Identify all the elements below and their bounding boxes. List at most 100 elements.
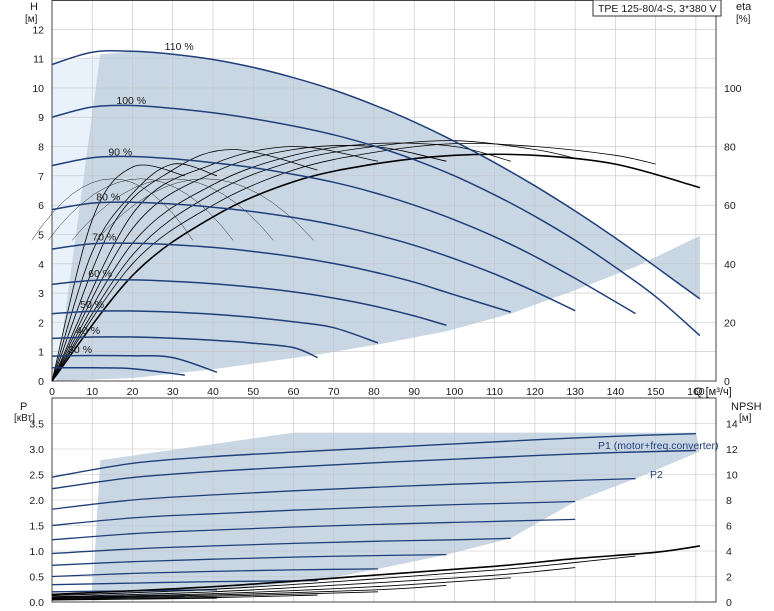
y-tick-label-h: 7: [38, 171, 44, 183]
efficiency-curve: [51, 142, 656, 382]
x-tick-label: 30: [167, 386, 179, 398]
head-curve: [51, 354, 218, 373]
head-curve: [51, 155, 636, 315]
y-tick-label-h: 0: [38, 376, 44, 388]
iso-efficiency-arc: [31, 178, 194, 241]
y-axis-unit-p: [кВт]: [14, 413, 35, 424]
y-axis-right-unit-npsh: [м]: [739, 413, 752, 424]
y-tick-label-h: 11: [33, 54, 44, 66]
y-axis-right-unit-eta: [%]: [736, 14, 751, 25]
y-right-tick-label-npsh: 8: [726, 495, 732, 507]
power-curve: [51, 500, 576, 527]
efficiency-curve: [51, 163, 218, 382]
speed-label: 70 %: [92, 231, 116, 243]
x-tick-label: 110: [486, 386, 503, 398]
efficiency-curve: [51, 164, 185, 382]
y-tick-label-h: 12: [32, 24, 44, 36]
plot-frame-bottom: [51, 397, 717, 603]
speed-label: 50 %: [80, 299, 104, 311]
y-tick-label-p: 0.5: [29, 572, 44, 584]
x-axis-label-q: Q [м³/ч]: [694, 386, 732, 398]
x-tick-label: 120: [526, 386, 544, 398]
power-curve: [51, 579, 318, 586]
series-label-p2: P2: [650, 469, 663, 481]
speed-label: 40 %: [76, 325, 100, 337]
npsh-curve: [51, 567, 576, 598]
npsh-curve: [51, 577, 511, 598]
curve-layer: 110 % 100 % 90 % 80 % 70 % 60 % 50 % 40 % 30 %: [31, 41, 701, 601]
y-right-tick-label-eta: 100: [724, 83, 742, 95]
y-right-tick-label-npsh: 0: [726, 597, 732, 609]
y-right-tick-label-eta: 80: [724, 142, 736, 154]
y-tick-label-h: 6: [38, 200, 44, 212]
iso-efficiency-arc: [71, 178, 274, 241]
y-right-tick-label-npsh: 4: [726, 546, 732, 558]
head-curve: [51, 50, 701, 300]
y-right-tick-label-npsh: 14: [726, 419, 738, 431]
head-curve: [51, 242, 512, 313]
npsh-curve: [51, 597, 218, 601]
y-tick-label-p: 3.0: [29, 444, 44, 456]
speed-label: 60 %: [88, 268, 112, 280]
x-tick-label: 10: [86, 386, 98, 398]
power-curve: [51, 537, 511, 555]
x-tick-label: 150: [647, 386, 665, 398]
power-curve: [51, 553, 447, 566]
y-right-tick-label-eta: 0: [724, 376, 730, 388]
iso-efficiency-arc: [47, 178, 234, 241]
y-right-tick-label-npsh: 6: [726, 521, 732, 533]
npsh-curve: [51, 555, 636, 597]
y-right-tick-label-npsh: 2: [726, 572, 732, 584]
head-curve: [51, 367, 185, 376]
y-axis-unit-h: [м]: [25, 14, 38, 25]
y-tick-label-p: 3.5: [29, 419, 44, 431]
x-tick-label: 40: [207, 386, 219, 398]
y-right-tick-label-eta: 20: [724, 317, 736, 329]
head-curve: [51, 104, 701, 337]
speed-label: 110 %: [165, 41, 194, 53]
x-tick-label: 100: [446, 386, 464, 398]
operating-region-light: [52, 54, 101, 381]
x-tick-label: 60: [288, 386, 300, 398]
y-right-tick-label-eta: 60: [724, 200, 736, 212]
y-tick-label-h: 1: [38, 347, 44, 359]
y-axis-label-h: H: [30, 1, 38, 13]
y-tick-label-p: 0.0: [29, 597, 44, 609]
y-tick-label-h: 10: [32, 83, 44, 95]
head-curve: [51, 279, 447, 327]
operating-region-envelope: [56, 51, 700, 382]
power-curve: [51, 477, 636, 510]
y-right-tick-label-npsh: 10: [726, 470, 738, 482]
efficiency-curve: [51, 149, 318, 382]
x-tick-label: 80: [368, 386, 380, 398]
series-label-p1: P1 (motor+freq.converter): [598, 440, 719, 452]
title-box: TPE 125-80/4-S, 3*380 V: [592, 0, 722, 17]
head-curve: [51, 201, 576, 312]
power-curve: [51, 433, 696, 478]
npsh-curve: [51, 591, 379, 600]
y-tick-label-h: 4: [38, 259, 44, 271]
power-curve: [51, 518, 576, 541]
y-tick-label-h: 2: [38, 317, 44, 329]
plot-frame-top: [51, 0, 717, 382]
npsh-curve: [51, 545, 701, 596]
efficiency-curve: [51, 140, 576, 382]
efficiency-curve: [51, 146, 379, 382]
y-tick-label-h: 5: [38, 229, 44, 241]
y-tick-label-p: 1.0: [29, 546, 44, 558]
axis-layer: H [м] eta [%] Q [м³/ч] P [кВт] NPSH [м] …: [14, 1, 762, 609]
efficiency-curve: [51, 153, 701, 382]
y-tick-label-h: 9: [38, 112, 44, 124]
y-axis-label-p: P: [20, 401, 27, 413]
speed-label: 90 %: [108, 146, 132, 158]
y-tick-label-h: 3: [38, 288, 44, 300]
power-curve: [51, 568, 379, 578]
x-tick-label: 90: [408, 386, 420, 398]
y-tick-label-p: 1.5: [29, 521, 44, 533]
x-tick-label: 130: [566, 386, 584, 398]
y-tick-label-p: 2.5: [29, 470, 44, 482]
y-right-tick-label-npsh: 12: [726, 444, 738, 456]
head-curve: [51, 310, 379, 344]
y-axis-right-label-eta: eta: [736, 1, 752, 13]
